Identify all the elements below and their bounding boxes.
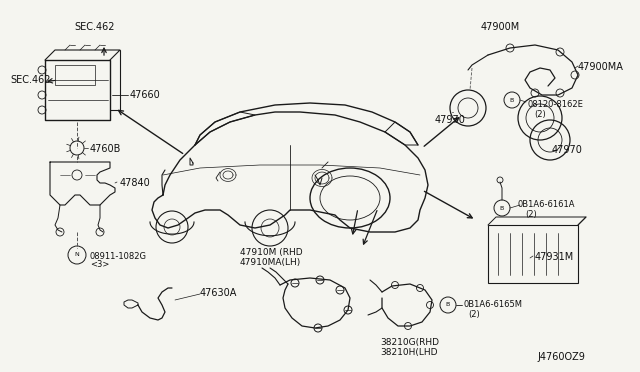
Text: 47900MA: 47900MA [578,62,624,72]
Text: B: B [510,97,514,103]
Text: 38210G(RHD: 38210G(RHD [380,338,439,347]
Text: (2): (2) [468,310,480,319]
Text: SEC.462: SEC.462 [75,22,115,32]
Text: 4760B: 4760B [90,144,122,154]
Text: J4760OZ9: J4760OZ9 [537,352,585,362]
Bar [55,65,95,85]
Text: SEC.462: SEC.462 [10,75,51,85]
Text: 47931M: 47931M [535,252,574,262]
Text: 47970: 47970 [552,145,583,155]
Text: 47840: 47840 [120,178,151,188]
Bar [488,225,578,283]
Text: B: B [500,205,504,211]
Text: 38210H(LHD: 38210H(LHD [380,348,438,357]
Text: 47900M: 47900M [481,22,520,32]
Text: B: B [446,302,450,308]
Text: 47970: 47970 [435,115,466,125]
Text: 47660: 47660 [130,90,161,100]
Text: (2): (2) [534,110,546,119]
Text: 47910MA(LH): 47910MA(LH) [240,258,301,267]
Text: 08120-8162E: 08120-8162E [528,100,584,109]
Text: 47910M (RHD: 47910M (RHD [240,248,303,257]
Text: 0B1A6-6161A: 0B1A6-6161A [518,200,575,209]
Text: (2): (2) [525,210,537,219]
Text: 47630A: 47630A [200,288,237,298]
Text: 0B1A6-6165M: 0B1A6-6165M [464,300,523,309]
Text: <3>: <3> [90,260,109,269]
Text: N: N [75,253,79,257]
Text: 08911-1082G: 08911-1082G [90,252,147,261]
